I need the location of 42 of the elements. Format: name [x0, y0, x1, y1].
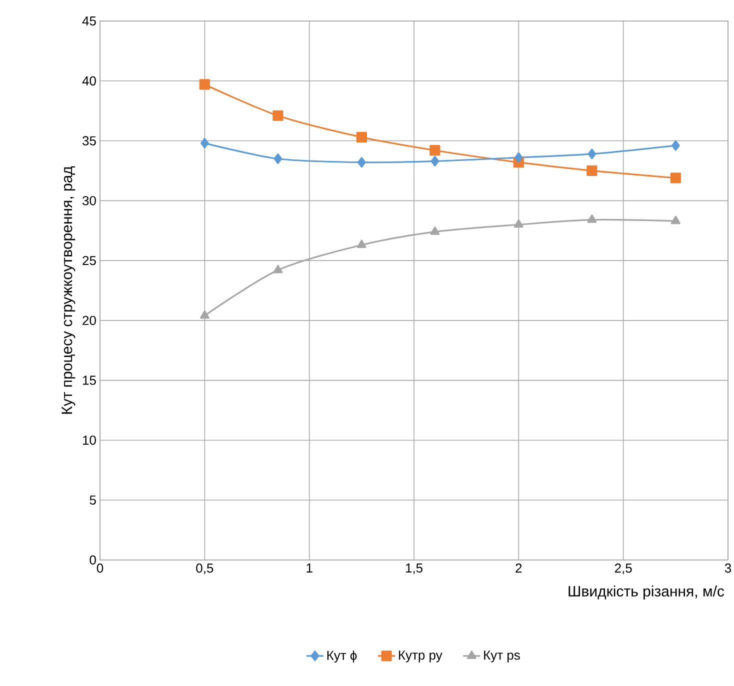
y-axis-title: Кут процесу стружкоутворення, рад	[62, 166, 76, 414]
point	[356, 240, 366, 248]
y-tick-label: 40	[82, 76, 96, 86]
point	[273, 264, 283, 274]
point	[430, 145, 440, 156]
y-tick-label: 35	[82, 136, 96, 146]
x-tick-label: 0	[96, 564, 104, 573]
point	[356, 132, 367, 142]
x-axis-title: Швидкість різання, м/с	[568, 586, 724, 600]
y-tick-label: 20	[82, 316, 96, 326]
point	[586, 165, 598, 176]
point	[514, 219, 524, 228]
point	[671, 140, 680, 151]
point	[274, 153, 282, 164]
y-tick-label: 30	[82, 196, 96, 206]
point	[670, 172, 681, 184]
point	[199, 79, 210, 90]
x-tick-label: 2	[516, 564, 522, 573]
legend-label: Кут ps	[484, 650, 520, 662]
y-tick-label: 10	[82, 436, 96, 445]
point	[200, 310, 210, 319]
x-tick-label: 0,5	[196, 564, 214, 574]
point	[272, 110, 284, 121]
legend-label: Кутр ру	[398, 650, 442, 662]
x-tick-label: 1,5	[406, 564, 422, 574]
point	[357, 157, 366, 168]
point	[430, 226, 440, 235]
point	[200, 138, 209, 148]
x-tick-label: 2,5	[614, 564, 632, 574]
point	[587, 214, 597, 223]
legend-label: Кут ϕ	[327, 650, 357, 663]
y-tick-label: 0	[90, 555, 96, 565]
y-tick-label: 45	[82, 16, 96, 26]
point	[514, 152, 523, 163]
y-tick-label: 15	[82, 376, 96, 385]
point	[588, 148, 596, 160]
x-tick-label: 3	[724, 564, 732, 573]
point	[430, 156, 440, 166]
y-tick-label: 5	[90, 496, 96, 505]
point	[670, 216, 680, 224]
x-tick-label: 1	[306, 564, 312, 572]
y-tick-label: 25	[82, 256, 96, 266]
